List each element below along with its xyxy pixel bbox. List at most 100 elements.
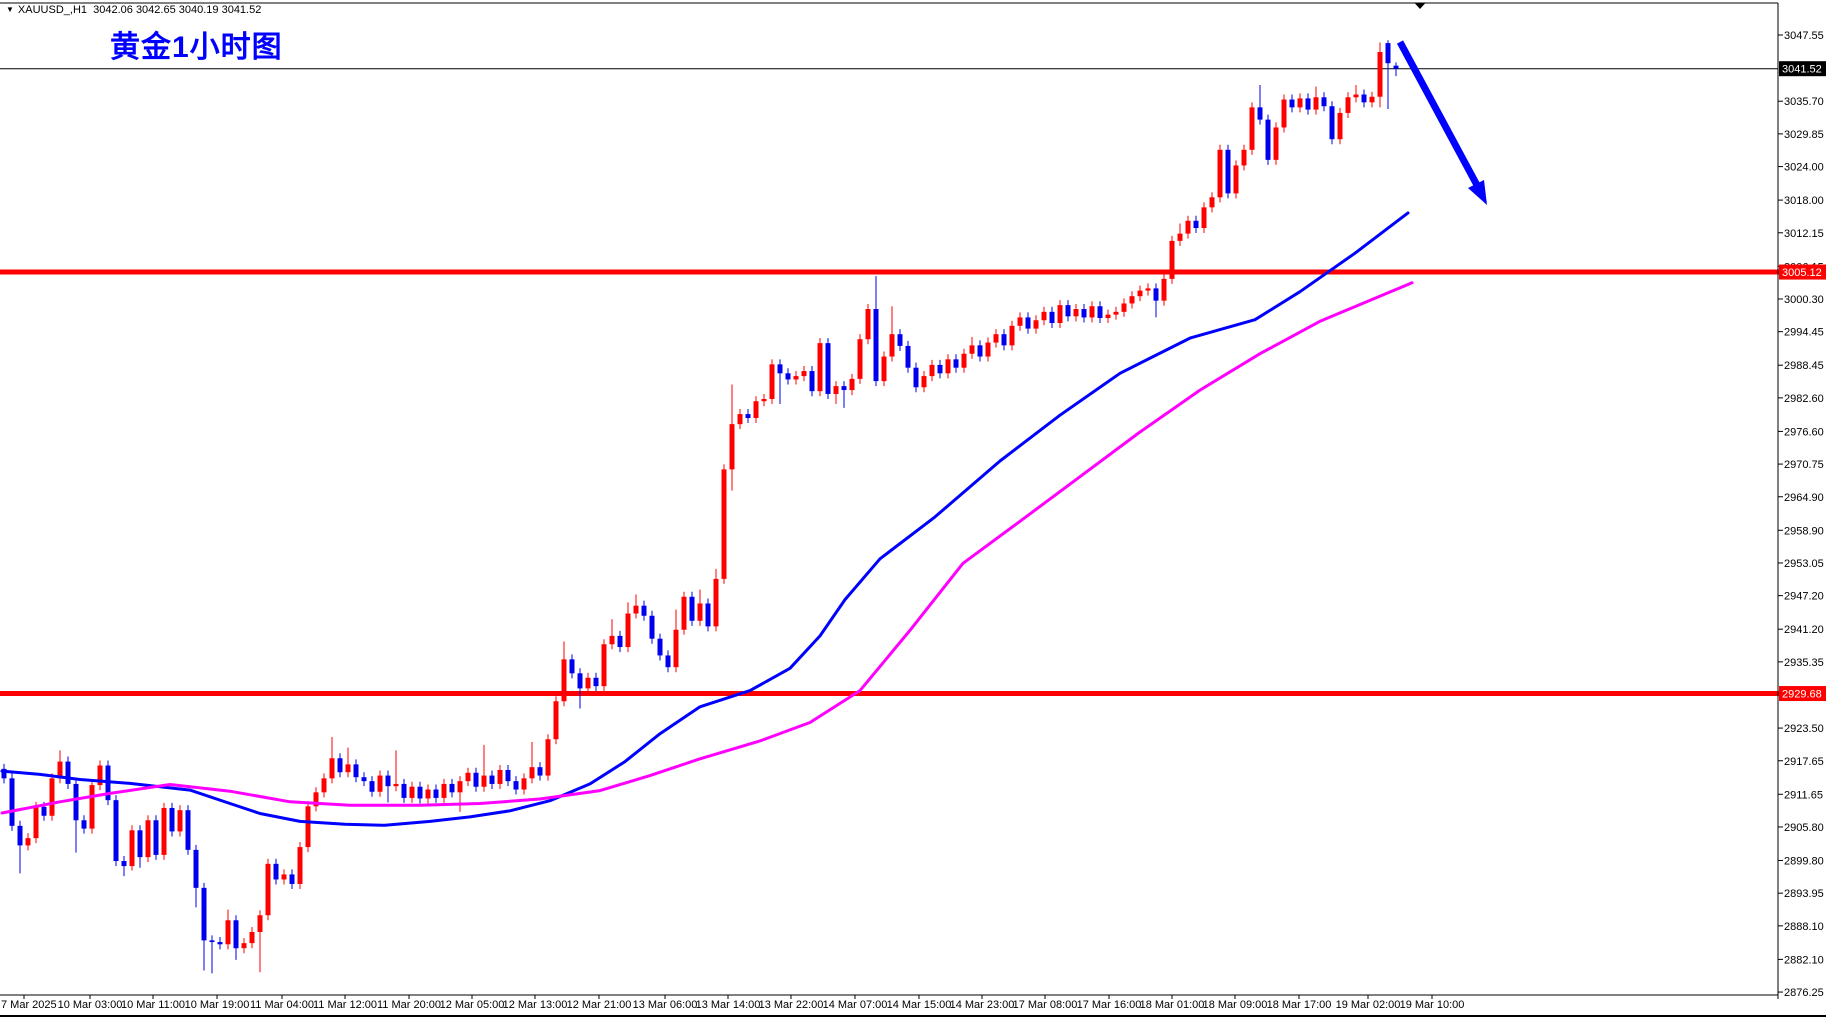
time-axis-label: 12 Mar 05:00 [440, 999, 505, 1011]
candle-body [89, 785, 95, 829]
price-axis-label: 2994.45 [1784, 327, 1824, 339]
candle-body [689, 596, 695, 621]
candle-body [737, 414, 743, 425]
candle-body [801, 371, 807, 377]
candle-body [1369, 96, 1375, 103]
down-trend-arrow-head[interactable] [1468, 180, 1487, 205]
time-axis-label: 13 Mar 22:00 [759, 999, 824, 1011]
level-price-badge [1779, 264, 1826, 280]
candle-body [1121, 303, 1127, 312]
chart-shift-marker-icon [1415, 3, 1425, 9]
candle-body [185, 810, 191, 850]
candle-body [433, 789, 439, 798]
candle-body [1193, 220, 1199, 229]
price-axis-label: 3000.30 [1784, 294, 1824, 306]
price-axis-label: 3024.00 [1784, 162, 1824, 174]
candle-body [241, 943, 247, 949]
candle-body [1385, 43, 1391, 64]
candle-body [1153, 288, 1159, 301]
symbol-dropdown-icon[interactable]: ▼ [6, 5, 14, 14]
candle-body [449, 783, 455, 793]
candle-body [97, 765, 103, 786]
time-axis-label: 12 Mar 13:00 [503, 999, 568, 1011]
candle-body [697, 603, 703, 621]
candle-body [145, 820, 151, 858]
candle-body [881, 356, 887, 382]
candle-body [585, 677, 591, 689]
candle-body [945, 359, 951, 374]
candle-body [249, 931, 255, 944]
candle-body [425, 789, 431, 799]
price-axis-label: 2876.25 [1784, 987, 1824, 999]
candle-body [897, 334, 903, 346]
candle-body [193, 849, 199, 888]
candle-body [305, 806, 311, 848]
candle-body [561, 659, 567, 702]
price-axis-label: 3018.00 [1784, 195, 1824, 207]
candle-body [993, 334, 999, 343]
candle-body [17, 825, 23, 846]
candle-body [809, 371, 815, 392]
price-axis-label: 2941.20 [1784, 624, 1824, 636]
candle-body [577, 673, 583, 689]
candle-body [1257, 107, 1263, 120]
candle-body [265, 863, 271, 916]
time-axis-label: 18 Mar 17:00 [1267, 999, 1332, 1011]
ohlc-values: 3042.06 3042.65 3040.19 3041.52 [93, 4, 262, 16]
candle-body [409, 786, 415, 798]
candle-body [73, 783, 79, 821]
candle-body [649, 615, 655, 639]
candle-body [529, 767, 535, 779]
time-axis-label: 18 Mar 01:00 [1140, 999, 1205, 1011]
candle-body [377, 775, 383, 792]
price-axis-label: 2947.20 [1784, 591, 1824, 603]
time-axis-label: 12 Mar 21:00 [567, 999, 632, 1011]
candle-body [1273, 127, 1279, 160]
candle-body [1361, 94, 1367, 103]
candle-body [9, 778, 15, 826]
candle-body [1377, 52, 1383, 97]
candle-body [1073, 309, 1079, 317]
candle-body [225, 920, 231, 945]
candle-body [505, 769, 511, 782]
candle-body [569, 659, 575, 674]
candle-body [497, 769, 503, 784]
candle-body [257, 915, 263, 932]
candle-body [1161, 278, 1167, 301]
candle-body [1033, 320, 1039, 329]
candle-body [113, 800, 119, 862]
candle-body [913, 367, 919, 388]
candle-body [1185, 220, 1191, 234]
candle-body [729, 424, 735, 470]
candle-body [937, 364, 943, 374]
candle-body [57, 761, 63, 779]
candle-body [161, 807, 167, 855]
candle-body [873, 309, 879, 382]
price-axis-label: 3029.85 [1784, 129, 1824, 141]
candle-body [169, 807, 175, 832]
candle-body [417, 786, 423, 799]
candle-body [369, 781, 375, 792]
candle-body [1049, 311, 1055, 324]
down-trend-arrow-shaft[interactable] [1396, 40, 1482, 189]
candle-body [865, 309, 871, 340]
candle-body [1393, 65, 1399, 69]
candle-body [977, 345, 983, 357]
candle-body [905, 345, 911, 368]
price-axis-label: 2899.80 [1784, 855, 1824, 867]
candle-body [1289, 99, 1295, 108]
candle-body [273, 863, 279, 880]
candle-body [1113, 311, 1119, 315]
candle-body [337, 758, 343, 773]
candle-body [1281, 99, 1287, 128]
candle-body [1337, 112, 1343, 140]
candle-body [1209, 197, 1215, 208]
price-axis-label: 2911.65 [1784, 789, 1823, 801]
candle-body [1145, 288, 1151, 291]
candle-body [1081, 309, 1087, 318]
candle-body [1089, 306, 1095, 318]
candle-body [985, 342, 991, 357]
candle-body [1329, 106, 1335, 140]
candle-body [201, 887, 207, 941]
